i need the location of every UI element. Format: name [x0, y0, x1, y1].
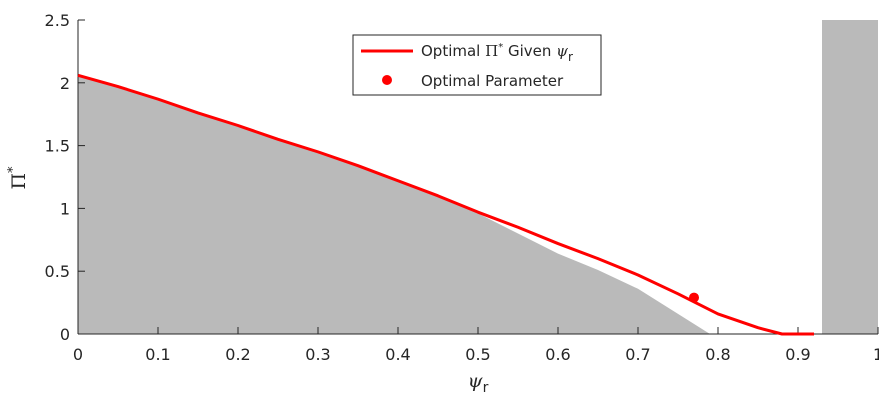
x-tick-label: 0.8: [705, 345, 730, 364]
x-tick-label: 0: [73, 345, 83, 364]
shaded-regions: [78, 20, 878, 335]
x-tick-label: 0.6: [545, 345, 570, 364]
x-tick-label: 0.1: [145, 345, 170, 364]
legend-marker-swatch: [382, 75, 392, 85]
series-layer: [77, 73, 814, 336]
legend: Optimal Π* Given ψr Optimal Parameter: [352, 34, 602, 96]
y-tick-label: 1.5: [45, 137, 70, 156]
shaded-region-right: [822, 20, 878, 334]
series-line-optimal-pi: [77, 73, 814, 336]
y-tick-label: 2: [60, 74, 70, 93]
y-tick-label: 0: [60, 325, 70, 344]
y-tick-label: 1: [60, 199, 70, 218]
x-tick-label: 1: [873, 345, 879, 364]
legend-entry-optimal-parameter: Optimal Parameter: [421, 72, 564, 90]
y-axis-label: Π*: [6, 166, 30, 190]
x-axis-label: ψr: [468, 370, 489, 395]
y-tick-labels: 0 0.5 1 1.5 2 2.5: [45, 11, 70, 344]
legend-box: [352, 34, 602, 96]
optimal-parameter-point: [689, 292, 699, 303]
x-tick-label: 0.2: [225, 345, 250, 364]
x-tick-labels: 0 0.1 0.2 0.3 0.4 0.5 0.6 0.7 0.8 0.9 1: [73, 345, 879, 364]
x-tick-label: 0.4: [385, 345, 410, 364]
x-tick-label: 0.3: [305, 345, 330, 364]
x-tick-label: 0.7: [625, 345, 650, 364]
x-tick-label: 0.9: [785, 345, 810, 364]
axes: [77, 19, 879, 335]
y-tick-label: 2.5: [45, 11, 70, 30]
y-tick-label: 0.5: [45, 262, 70, 281]
legend-entry-optimal-pi: Optimal Π* Given ψr: [421, 42, 573, 64]
shaded-feasible-region: [78, 76, 710, 335]
x-tick-label: 0.5: [465, 345, 490, 364]
